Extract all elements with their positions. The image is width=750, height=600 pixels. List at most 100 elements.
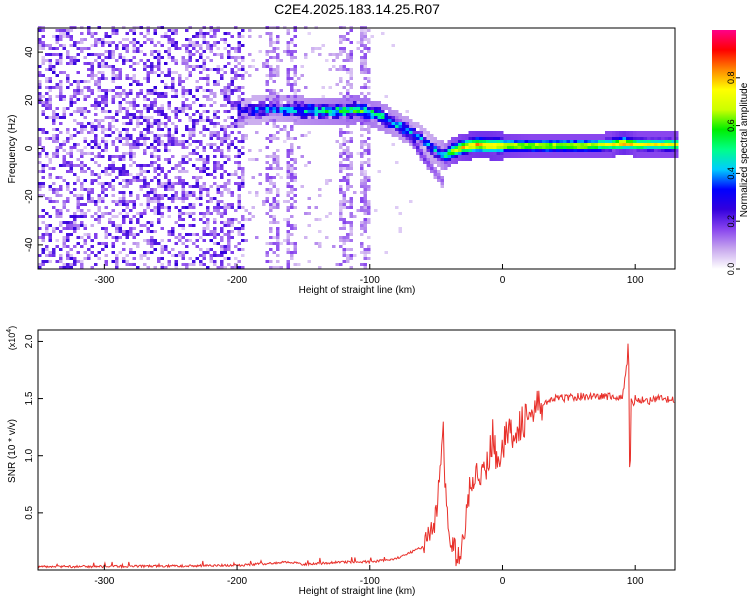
heatmap-cell	[206, 212, 210, 215]
heatmap-cell	[286, 185, 290, 188]
heatmap-cell	[136, 62, 140, 65]
heatmap-cell	[73, 218, 77, 221]
heatmap-cell	[622, 152, 626, 155]
heatmap-cell	[80, 188, 84, 191]
heatmap-cell	[605, 155, 609, 158]
heatmap-cell	[426, 137, 430, 140]
heatmap-cell	[115, 215, 119, 218]
heatmap-cell	[293, 176, 297, 179]
heatmap-cell	[409, 140, 413, 143]
heatmap-cell	[447, 158, 451, 161]
heatmap-cell	[111, 131, 115, 134]
heatmap-cell	[269, 221, 273, 224]
heatmap-cell	[87, 248, 91, 251]
heatmap-cell	[41, 104, 45, 107]
heatmap-cell	[332, 116, 336, 119]
heatmap-cell	[129, 146, 133, 149]
heatmap-cell	[164, 182, 168, 185]
heatmap-cell	[360, 86, 364, 89]
heatmap-cell	[192, 101, 196, 104]
heatmap-cell	[66, 29, 70, 32]
heatmap-cell	[185, 263, 189, 266]
heatmap-cell	[174, 206, 178, 209]
heatmap-cell	[265, 107, 269, 110]
heatmap-cell	[276, 188, 280, 191]
heatmap-cell	[185, 44, 189, 47]
heatmap-cell	[444, 167, 448, 170]
heatmap-cell	[566, 137, 570, 140]
heatmap-cell	[346, 95, 350, 98]
heatmap-cell	[122, 233, 126, 236]
heatmap-cell	[227, 86, 231, 89]
heatmap-cell	[69, 56, 73, 59]
heatmap-cell	[297, 116, 301, 119]
heatmap-cell	[419, 125, 423, 128]
heatmap-cell	[160, 128, 164, 131]
heatmap-cell	[328, 113, 332, 116]
heatmap-cell	[251, 206, 255, 209]
heatmap-cell	[346, 104, 350, 107]
heatmap-cell	[255, 236, 259, 239]
heatmap-cell	[55, 113, 59, 116]
heatmap-cell	[76, 158, 80, 161]
heatmap-cell	[668, 134, 672, 137]
heatmap-cell	[363, 221, 367, 224]
heatmap-cell	[234, 161, 238, 164]
heatmap-cell	[552, 140, 556, 143]
heatmap-cell	[419, 143, 423, 146]
heatmap-cell	[346, 107, 350, 110]
heatmap-cell	[122, 179, 126, 182]
heatmap-cell	[398, 116, 402, 119]
heatmap-cell	[146, 29, 150, 32]
heatmap-cell	[374, 125, 378, 128]
heatmap-cell	[251, 119, 255, 122]
heatmap-cell	[171, 167, 175, 170]
heatmap-cell	[223, 32, 227, 35]
heatmap-cell	[451, 146, 455, 149]
heatmap-cell	[482, 155, 486, 158]
heatmap-cell	[339, 188, 343, 191]
heatmap-cell	[41, 113, 45, 116]
heatmap-cell	[444, 146, 448, 149]
heatmap-cell	[528, 155, 532, 158]
heatmap-cell	[500, 143, 504, 146]
heatmap-cell	[265, 110, 269, 113]
heatmap-cell	[654, 134, 658, 137]
heatmap-cell	[433, 143, 437, 146]
heatmap-cell	[76, 227, 80, 230]
heatmap-cell	[101, 197, 105, 200]
heatmap-cell	[167, 38, 171, 41]
heatmap-cell	[332, 107, 336, 110]
heatmap-cell	[206, 143, 210, 146]
heatmap-cell	[125, 92, 129, 95]
heatmap-cell	[272, 122, 276, 125]
heatmap-cell	[244, 134, 248, 137]
heatmap-cell	[237, 227, 241, 230]
heatmap-cell	[125, 230, 129, 233]
heatmap-cell	[437, 146, 441, 149]
heatmap-cell	[185, 65, 189, 68]
heatmap-cell	[300, 155, 304, 158]
heatmap-cell	[514, 152, 518, 155]
colorbar-tick-label: 0.8	[726, 72, 736, 85]
heatmap-cell	[647, 143, 651, 146]
heatmap-cell	[216, 203, 220, 206]
heatmap-cell	[325, 113, 329, 116]
heatmap-cell	[150, 122, 154, 125]
heatmap-cell	[524, 143, 528, 146]
heatmap-cell	[97, 95, 101, 98]
heatmap-cell	[325, 179, 329, 182]
heatmap-cell	[101, 41, 105, 44]
heatmap-cell	[349, 239, 353, 242]
heatmap-cell	[104, 41, 108, 44]
heatmap-cell	[300, 134, 304, 137]
heatmap-cell	[633, 143, 637, 146]
heatmap-cell	[503, 143, 507, 146]
heatmap-cell	[223, 188, 227, 191]
heatmap-cell	[132, 152, 136, 155]
heatmap-cell	[178, 47, 182, 50]
heatmap-cell	[339, 77, 343, 80]
heatmap-cell	[584, 140, 588, 143]
heatmap-cell	[94, 134, 98, 137]
heatmap-cell	[129, 113, 133, 116]
